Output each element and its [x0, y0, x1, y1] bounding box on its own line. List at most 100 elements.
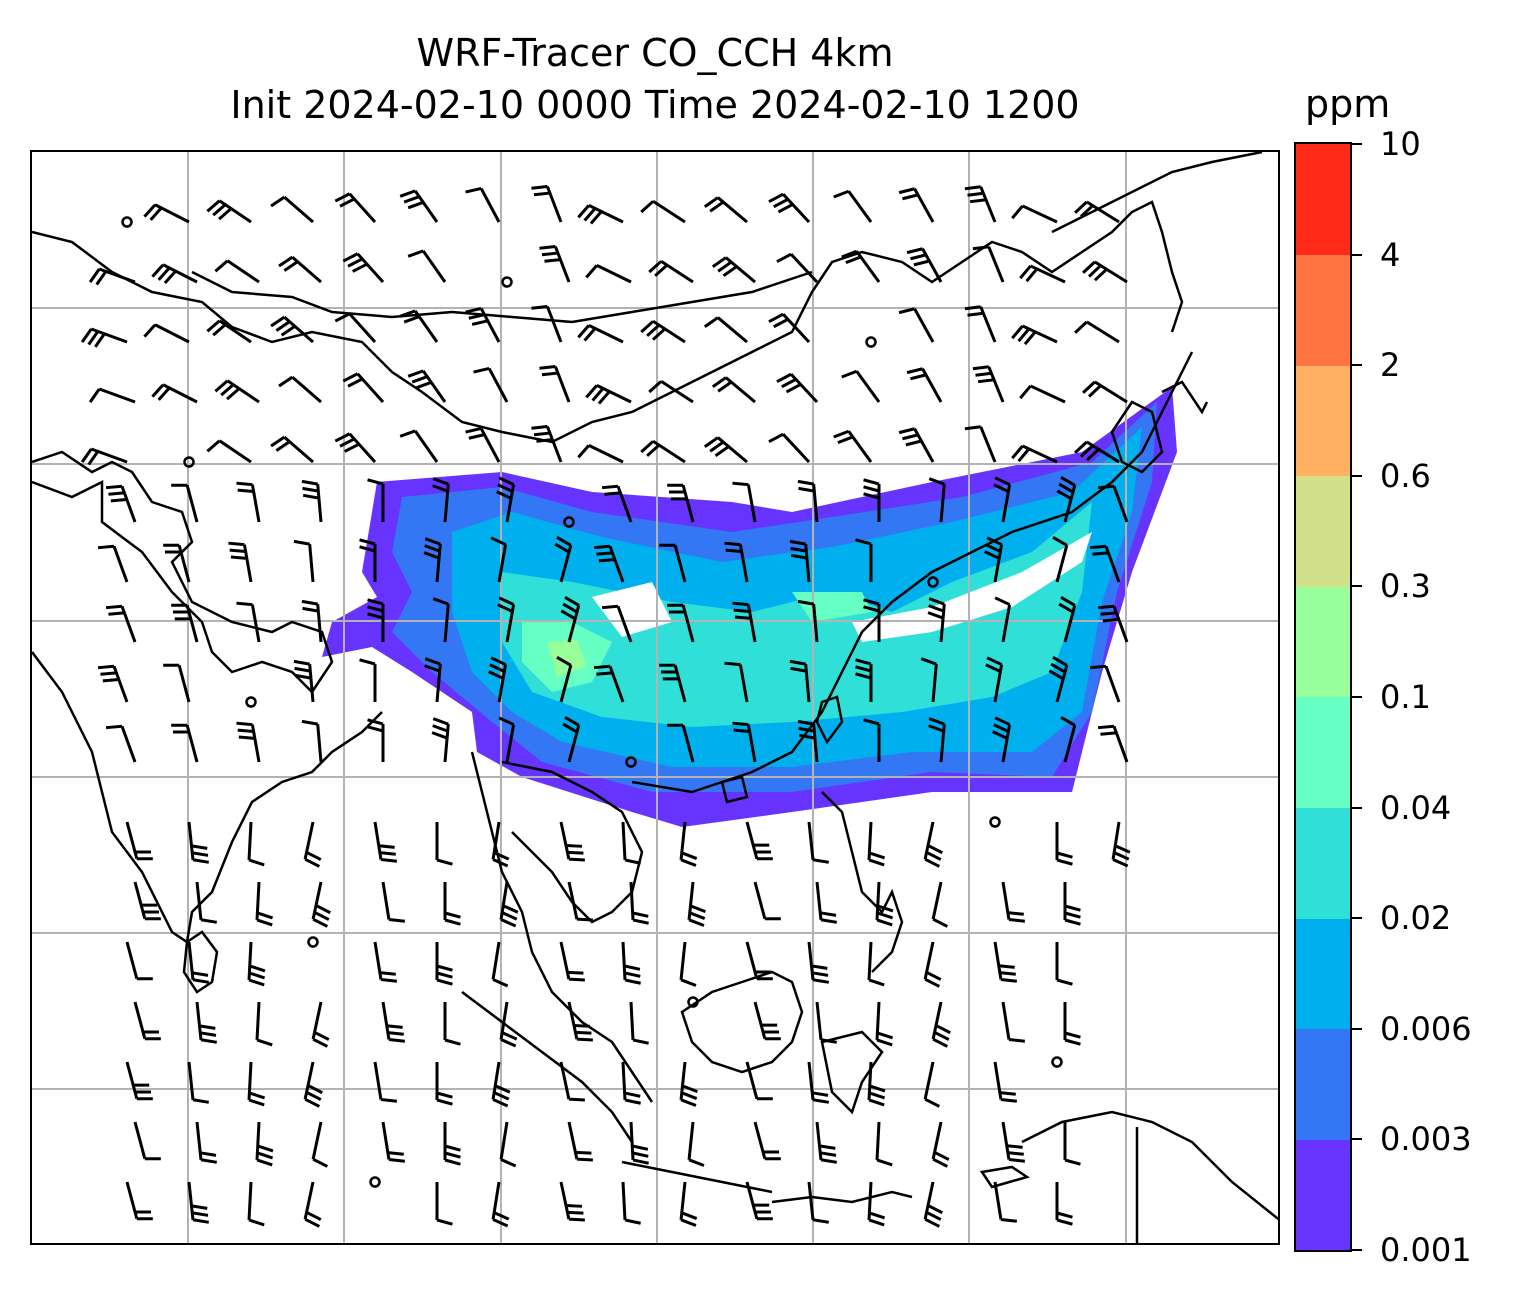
- plume-level-6: [547, 640, 587, 677]
- wind-barb-flag: [97, 544, 115, 550]
- wind-barb-flag: [711, 376, 727, 388]
- wind-barb-flag: [913, 259, 930, 267]
- wind-barb-flag: [925, 1210, 942, 1221]
- wind-barb-flag: [933, 1030, 950, 1041]
- wind-barb-flag: [380, 978, 398, 983]
- wind-barb-flag: [1056, 1218, 1073, 1226]
- wind-barb-flag: [632, 911, 649, 918]
- wind-barb-flag: [533, 431, 551, 437]
- calm-wind-marker: [927, 576, 939, 588]
- wind-barb-flag: [191, 844, 208, 850]
- wind-barb-flag: [925, 850, 942, 861]
- wind-barb-flag: [733, 728, 750, 733]
- wind-barb-flag: [105, 604, 123, 610]
- japan: [1161, 380, 1209, 415]
- wind-barb-flag: [199, 1024, 216, 1030]
- wind-barb-shaft: [746, 484, 757, 523]
- wind-barb-flag: [220, 383, 235, 397]
- wind-barb-flag: [342, 372, 359, 383]
- wind-barb-shaft: [98, 387, 136, 404]
- wind-barb-flag: [1000, 978, 1018, 983]
- wind-barb-flag: [680, 858, 697, 867]
- colorbar-tick-label: 10: [1380, 125, 1421, 163]
- wind-barb-flag: [1089, 664, 1107, 670]
- wind-barb-flag: [378, 844, 395, 849]
- wind-barb-flag: [302, 486, 319, 493]
- wind-barb-flag: [868, 1091, 886, 1100]
- wind-barb-flag: [200, 1031, 217, 1037]
- wind-barb-flag: [1079, 444, 1094, 458]
- wind-barb-flag: [575, 1030, 592, 1035]
- wind-barb-flag: [985, 543, 1002, 553]
- colorbar-tick: [1352, 806, 1362, 809]
- wind-barb-flag: [229, 548, 246, 553]
- wind-barb-flag: [500, 1038, 517, 1048]
- colorbar-segment: [1296, 475, 1350, 587]
- wind-barb-shaft: [875, 1121, 881, 1161]
- wind-barb-flag: [1019, 264, 1032, 280]
- colorbar-tick: [1352, 1138, 1362, 1141]
- new-guinea: [1021, 1110, 1278, 1221]
- wind-barb-flag: [1074, 320, 1088, 334]
- wind-barb-flag: [1060, 595, 1076, 607]
- wind-barb-flag: [868, 978, 885, 987]
- wind-barb-flag: [596, 551, 613, 556]
- wind-barb-shaft: [867, 941, 873, 981]
- wind-barb-flag: [192, 1098, 210, 1104]
- plot-title-line-1: WRF-Tracer CO_CCH 4km: [416, 31, 894, 75]
- wind-barb-flag: [994, 596, 1011, 606]
- wind-barb-flag: [596, 671, 613, 676]
- wind-barb-shaft: [255, 1001, 261, 1041]
- wind-barb-flag: [564, 595, 580, 607]
- wind-barb-shaft: [815, 1001, 823, 1040]
- wind-barb-flag: [964, 305, 981, 311]
- wind-barb-flag: [734, 615, 751, 620]
- wind-barb-shaft: [923, 1061, 935, 1100]
- wind-barb-flag: [925, 970, 942, 981]
- wind-barb-flag: [1064, 1158, 1081, 1166]
- wind-barb-flag: [436, 1091, 453, 1099]
- wind-barb-flag: [972, 365, 989, 371]
- wind-barb-flag: [498, 716, 515, 726]
- wind-barb-flag: [703, 196, 719, 208]
- wind-barb-flag: [568, 977, 585, 982]
- wind-barb-flag: [863, 718, 880, 726]
- wind-barb-flag: [1011, 324, 1024, 340]
- wind-barb-flag: [1113, 851, 1130, 861]
- calm-wind-marker: [369, 1176, 381, 1188]
- wind-barb-flag: [967, 311, 984, 317]
- wind-barb-flag: [436, 1098, 453, 1106]
- wind-barb-flag: [820, 918, 838, 924]
- wind-barb-flag: [868, 851, 886, 860]
- wind-barb-flag: [444, 918, 461, 926]
- wind-barb-flag: [681, 1211, 698, 1220]
- colorbar-tick-label: 0.001: [1380, 1231, 1472, 1269]
- wind-barb-flag: [226, 387, 241, 401]
- wind-barb-flag: [1056, 489, 1072, 501]
- wind-barb-flag: [869, 1084, 886, 1093]
- colorbar-segment: [1296, 586, 1350, 698]
- wind-barb-flag: [932, 1037, 949, 1048]
- colorbar-tick-label: 0.04: [1380, 788, 1452, 827]
- wind-barb-flag: [977, 378, 995, 384]
- wind-barb-flag: [812, 1098, 830, 1104]
- wind-barb-shaft: [311, 1121, 323, 1160]
- wind-barb-flag: [339, 197, 355, 208]
- wind-barb-flag: [379, 851, 396, 856]
- wind-barb-flag: [928, 477, 945, 486]
- wind-barb-flag: [294, 666, 311, 673]
- wind-barb-flag: [1074, 200, 1088, 214]
- colorbar-tick: [1352, 364, 1362, 367]
- wind-barb-flag: [993, 723, 1010, 733]
- wind-barb-shaft: [1063, 724, 1077, 763]
- wind-barb-flag: [149, 206, 163, 221]
- wind-barb-flag: [305, 1210, 322, 1221]
- wind-barb-flag: [689, 911, 706, 920]
- wind-barb-shaft: [373, 1061, 383, 1100]
- wind-barb-flag: [984, 550, 1000, 560]
- taiwan: [815, 695, 844, 745]
- wind-barb-flag: [789, 539, 806, 546]
- wind-barb-flag: [200, 1038, 218, 1044]
- wind-barb-shaft: [621, 1181, 627, 1221]
- wind-barb-flag: [424, 657, 441, 666]
